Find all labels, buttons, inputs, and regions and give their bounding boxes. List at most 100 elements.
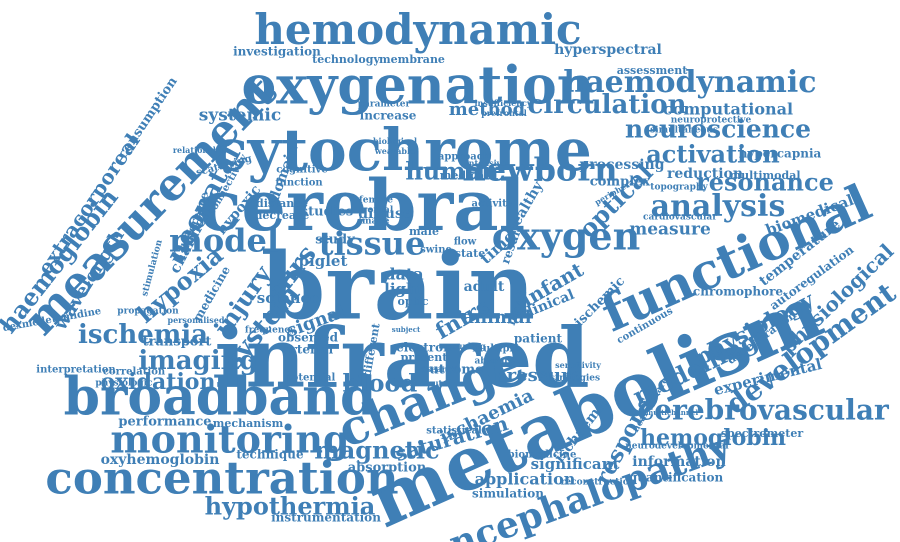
cloud-word-magnetic: magnetic [314, 436, 439, 465]
cloud-word-instrumentation: instrumentation [271, 511, 381, 525]
cloud-word-decrease: decrease [255, 209, 310, 222]
cloud-word-wearable: wearable [374, 146, 415, 156]
cloud-word-medical: medical [440, 169, 489, 182]
cloud-word-hyperspectral: hyperspectral [554, 42, 662, 58]
cloud-word-activity: activity [471, 199, 513, 210]
cloud-word-distance: distance [256, 197, 308, 210]
cloud-word-multimodal: multimodal [729, 169, 800, 182]
cloud-word-adult: adult [464, 279, 505, 295]
cloud-word-relationship: relationship [173, 145, 228, 155]
cloud-word-mechanism: mechanism [213, 417, 284, 430]
cloud-word-electron: electron [396, 341, 452, 355]
cloud-word-oxygen: oxygen [492, 214, 640, 259]
cloud-word-intensive: intensive [466, 158, 507, 168]
cloud-word-prefrontal: prefrontal [481, 108, 527, 118]
cloud-word-oxidation: oxidation [101, 369, 216, 395]
cloud-word-pressure: pressure [494, 365, 582, 386]
cloud-word-haemodynamic: haemodynamic [563, 65, 816, 100]
cloud-word-simulation: simulation [472, 487, 544, 501]
cloud-word-multichannel: multichannel [646, 408, 699, 417]
cloud-word-biological: biological [373, 136, 417, 146]
cloud-word-tissue: tissue [319, 225, 426, 263]
cloud-word-application: application [475, 470, 576, 489]
cloud-word-frequency: frequency [245, 326, 296, 336]
cloud-word-infrared: infrared [214, 310, 589, 406]
cloud-word-data: data [384, 265, 423, 284]
cloud-word-computational: computational [663, 100, 793, 119]
cloud-word-flow: flow [454, 237, 477, 248]
cloud-word-coupling: coupling [446, 341, 486, 351]
cloud-word-study: study [315, 233, 355, 248]
cloud-word-diffuse: diffuse [358, 206, 412, 222]
cloud-word-technique: technique [236, 448, 304, 462]
cloud-word-measure: measure [629, 220, 711, 240]
cloud-word-patient: patient [514, 332, 563, 346]
cloud-word-absolute: absolute [474, 357, 517, 367]
cloud-word-oxygenation: oxygenation [241, 56, 594, 117]
cloud-word-hemoglobin: hemoglobin [640, 425, 786, 451]
cloud-word-brain: brain [261, 233, 535, 341]
cloud-word-resonance: resonance [696, 168, 834, 197]
cloud-word-hemodynamic: hemodynamic [254, 5, 581, 54]
cloud-word-topography: topography [650, 183, 708, 193]
cloud-word-complex: complex [590, 175, 651, 190]
cloud-word-chromophore: chromophore [693, 285, 784, 299]
cloud-word-function: function [275, 178, 323, 189]
cloud-word-multiple: multiple [472, 344, 519, 355]
cloud-word-ischemia: ischemia [78, 320, 208, 350]
cloud-word-neurodevelopmental: neurodevelopmental [625, 442, 729, 452]
cloud-word-transport: transport [143, 335, 212, 350]
cloud-word-imaging: imaging [138, 346, 257, 376]
cloud-word-optic: optic [398, 295, 429, 308]
cloud-word-increase: increase [360, 109, 417, 123]
cloud-word-hypercapnia: hypercapnia [739, 147, 822, 161]
cloud-word-neuroprotective: neuroprotective [671, 116, 752, 126]
cloud-word-concentration: concentration [45, 452, 398, 505]
cloud-word-male: male [409, 225, 439, 238]
cloud-word-observed: observed [278, 331, 339, 345]
cloud-word-state: state [455, 247, 485, 260]
cloud-word-circulation: circulation [528, 90, 687, 120]
cloud-word-outcome: outcome [421, 363, 484, 378]
cloud-word-frontal: frontal [359, 206, 394, 216]
cloud-word-biomedicine: biomedicine [508, 450, 577, 461]
cloud-word-technology: technology [312, 53, 380, 66]
cloud-word-broadband: broadband [64, 367, 377, 428]
cloud-word-present: present [401, 351, 449, 364]
cloud-word-statistical: statistical [426, 426, 482, 437]
cloud-word-piglet: piglet [299, 252, 348, 270]
cloud-word-monitoring: monitoring [110, 417, 349, 462]
cloud-word-cytochrome: cytochrome [212, 116, 592, 184]
cloud-word-correlation: correlation [103, 367, 166, 378]
cloud-word-method: method [449, 99, 526, 120]
cloud-word-cardiovascular: cardiovascular [643, 213, 717, 223]
cloud-word-image: image [359, 217, 390, 227]
cloud-word-information: information [632, 454, 725, 470]
cloud-word-arterial: arterial [283, 343, 334, 357]
cloud-word-reconstruction: reconstruction [561, 478, 636, 488]
cloud-word-personalised: personalised [167, 315, 224, 325]
cloud-word-sensitivity: sensitivity [555, 360, 601, 370]
cloud-word-light: light [384, 280, 424, 298]
cloud-word-strategies: strategies [550, 374, 600, 384]
cloud-word-physiologic: physiologic [95, 379, 153, 389]
cloud-word-oxyhemoglobin: oxyhemoglobin [101, 452, 220, 468]
cloud-word-interpretation: interpretation [36, 365, 116, 376]
cloud-word-cerebral: cerebral [199, 164, 525, 247]
cloud-word-insufficiency: insufficiency [474, 98, 531, 108]
cloud-word-reduction: reduction [667, 166, 743, 182]
cloud-word-cognitive: cognitive [276, 165, 327, 176]
cloud-word-processing: processing [580, 157, 665, 173]
cloud-word-neuroscience: neuroscience [625, 115, 811, 144]
cloud-word-computer: computer [408, 378, 452, 388]
cloud-word-model: model [169, 222, 279, 260]
cloud-word-research: research [418, 364, 457, 374]
cloud-word-studies: studies [301, 205, 353, 220]
cloud-word-science: science [257, 289, 319, 307]
cloud-word-assessment: assessment [617, 64, 689, 77]
cloud-word-activation: activation [646, 140, 780, 169]
cloud-word-membrane: membrane [379, 53, 445, 66]
cloud-word-subject: subject [392, 325, 421, 334]
cloud-word-absorption: absorption [348, 461, 427, 476]
